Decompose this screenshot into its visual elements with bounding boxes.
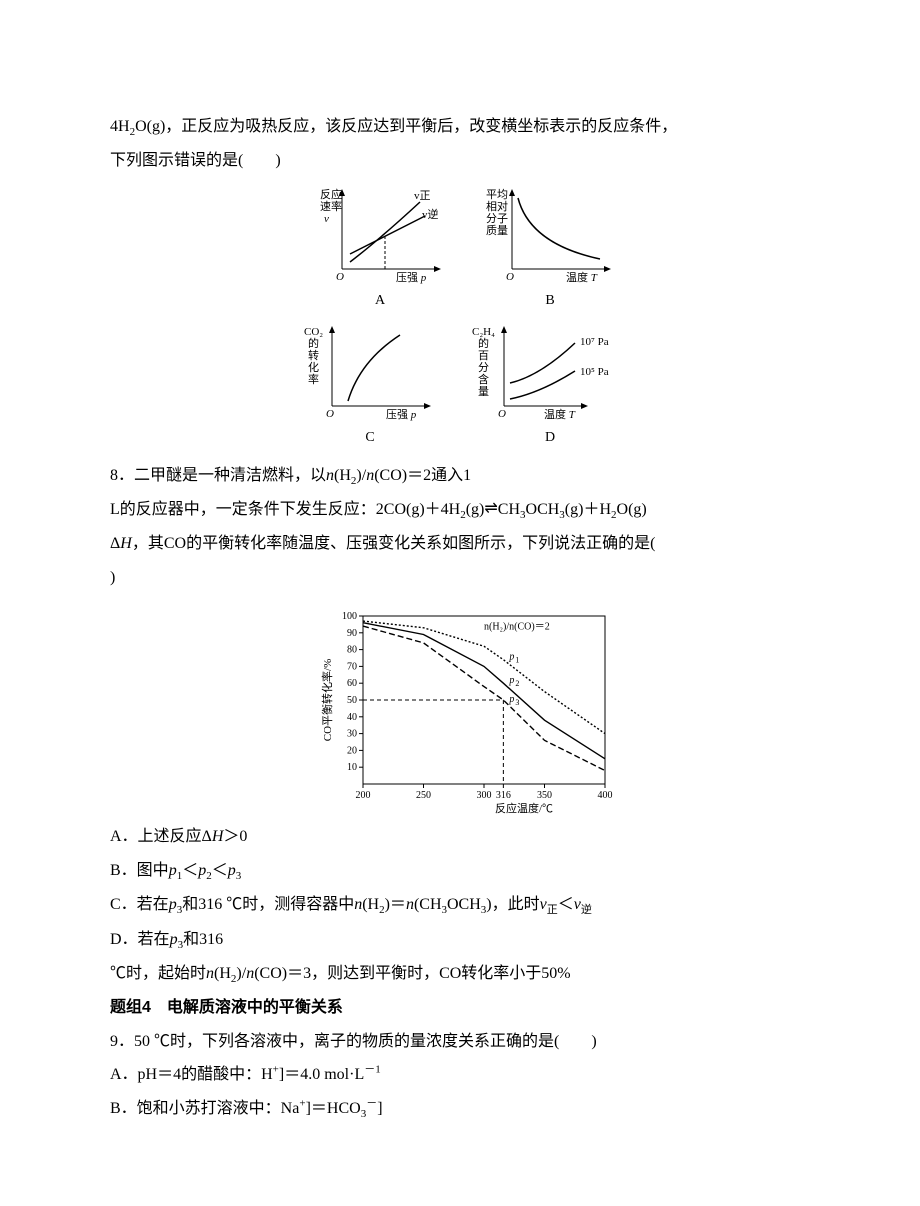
q7-line1: 4H2O(g)，正反应为吸热反应，该反应达到平衡后，改变横坐标表示的反应条件， bbox=[110, 110, 820, 144]
q7-chartD: C₂H₄ 的 百 分 含 量 O 10⁷ Pa 10⁵ Pa 温度 T bbox=[470, 321, 630, 421]
svg-text:400: 400 bbox=[598, 790, 613, 801]
chartA-yl1: 反应 bbox=[320, 187, 342, 201]
q8-optC: C．若在p3和316 ℃时，测得容器中n(H2)＝n(CH3OCH3)，此时v正… bbox=[110, 888, 820, 922]
q8-chart-wrap: 10 20 30 40 50 60 70 80 90 100 200 250 300 316 350 400 p… bbox=[110, 604, 820, 814]
chartB-yl2: 相对 bbox=[486, 199, 508, 213]
svg-text:p: p bbox=[508, 652, 514, 663]
chartC-yl3: 转 bbox=[308, 348, 319, 362]
svg-text:80: 80 bbox=[347, 645, 357, 656]
chartA-xlabel: 压强 p bbox=[396, 271, 427, 284]
chartD-yl1: C₂H₄ bbox=[472, 326, 495, 338]
svg-text:CO平衡转化率/%: CO平衡转化率/% bbox=[320, 659, 334, 742]
q9-optB: B．饱和小苏打溶液中：Na+]＝HCO3－] bbox=[110, 1092, 820, 1126]
chartB-xlabel: 温度 T bbox=[566, 270, 598, 284]
svg-text:50: 50 bbox=[347, 695, 357, 706]
svg-text:p: p bbox=[508, 694, 514, 705]
svg-text:p: p bbox=[508, 676, 514, 687]
chartD-yl3: 百 bbox=[478, 350, 489, 362]
chartA-O: O bbox=[336, 271, 344, 283]
chartA-c2: v逆 bbox=[422, 207, 439, 221]
chartD-yl5: 含 bbox=[478, 372, 489, 386]
chartC-yl4: 化 bbox=[308, 360, 319, 374]
chartB-O: O bbox=[506, 271, 514, 283]
chartC-letter: C bbox=[365, 423, 374, 452]
chartA-letter: A bbox=[375, 286, 385, 315]
q7-chartA: 反应 速率 v O v正 v逆 压强 p bbox=[310, 184, 450, 284]
q7-charts-row2: CO₂ 的 转 化 率 O 压强 p C C₂H₄ 的 百 分 含 量 bbox=[110, 321, 820, 452]
q7-chartD-wrap: C₂H₄ 的 百 分 含 量 O 10⁷ Pa 10⁵ Pa 温度 T D bbox=[470, 321, 630, 452]
chartD-yl2: 的 bbox=[478, 336, 489, 350]
q7-chartA-wrap: 反应 速率 v O v正 v逆 压强 p A bbox=[310, 184, 450, 315]
svg-text:40: 40 bbox=[347, 712, 357, 723]
chartA-yl3: v bbox=[324, 213, 329, 225]
chartB-yl1: 平均 bbox=[486, 188, 508, 201]
svg-text:n(H₂)/n(CO)＝2: n(H₂)/n(CO)＝2 bbox=[484, 622, 550, 633]
chartB-yl3: 分子 bbox=[486, 212, 508, 225]
q7-line2: 下列图示错误的是( ) bbox=[110, 144, 820, 178]
q9-line1: 9．50 ℃时，下列各溶液中，离子的物质的量浓度关系正确的是( ) bbox=[110, 1025, 820, 1059]
q7-chartB-wrap: 平均 相对 分子 质量 O 温度 T B bbox=[480, 184, 620, 315]
chartD-letter: D bbox=[545, 423, 555, 452]
svg-text:350: 350 bbox=[537, 790, 552, 801]
svg-text:316: 316 bbox=[496, 790, 511, 801]
q8-optB: B．图中p1＜p2＜p3 bbox=[110, 854, 820, 888]
q8-chart: 10 20 30 40 50 60 70 80 90 100 200 250 300 316 350 400 p… bbox=[315, 604, 615, 814]
svg-text:2: 2 bbox=[515, 680, 519, 689]
group4-title: 题组4 电解质溶液中的平衡关系 bbox=[110, 991, 820, 1025]
q8-optA: A．上述反应ΔH＞0 bbox=[110, 820, 820, 854]
svg-text:70: 70 bbox=[347, 662, 357, 673]
svg-text:1: 1 bbox=[515, 656, 519, 665]
chartC-O: O bbox=[326, 408, 334, 420]
svg-text:30: 30 bbox=[347, 729, 357, 740]
svg-text:200: 200 bbox=[356, 790, 371, 801]
chartA-c1: v正 bbox=[414, 190, 431, 202]
q7-chartB: 平均 相对 分子 质量 O 温度 T bbox=[480, 184, 620, 284]
q8-line4: ) bbox=[110, 561, 820, 595]
q9-optA: A．pH＝4的醋酸中：H+]＝4.0 mol·L－1 bbox=[110, 1058, 820, 1092]
svg-text:20: 20 bbox=[347, 746, 357, 757]
svg-text:100: 100 bbox=[342, 611, 357, 622]
q7-l1-pre: 4H bbox=[110, 118, 130, 135]
chartA-yl2: 速率 bbox=[320, 199, 342, 213]
svg-text:250: 250 bbox=[416, 790, 431, 801]
chartC-yl2: 的 bbox=[308, 336, 319, 350]
chartB-yl4: 质量 bbox=[486, 224, 508, 237]
chartC-yl1: CO₂ bbox=[304, 326, 323, 338]
chartD-c1: 10⁷ Pa bbox=[580, 336, 609, 348]
q8-line3: ΔH，其CO的平衡转化率随温度、压强变化关系如图所示，下列说法正确的是( bbox=[110, 527, 820, 561]
svg-text:90: 90 bbox=[347, 628, 357, 639]
svg-text:3: 3 bbox=[515, 698, 519, 707]
svg-text:反应温度/℃: 反应温度/℃ bbox=[495, 801, 553, 814]
svg-text:60: 60 bbox=[347, 679, 357, 690]
q7-chartC-wrap: CO₂ 的 转 化 率 O 压强 p C bbox=[300, 321, 440, 452]
svg-text:300: 300 bbox=[477, 790, 492, 801]
q8-optD-1: D．若在p3和316 bbox=[110, 923, 820, 957]
q8-line2: L的反应器中，一定条件下发生反应：2CO(g)＋4H2(g)⇌CH3OCH3(g… bbox=[110, 493, 820, 527]
chartD-xlabel: 温度 T bbox=[544, 407, 576, 421]
q7-chartC: CO₂ 的 转 化 率 O 压强 p bbox=[300, 321, 440, 421]
q7-l1-post: O(g)，正反应为吸热反应，该反应达到平衡后，改变横坐标表示的反应条件， bbox=[135, 118, 677, 135]
q8-line1: 8．二甲醚是一种清洁燃料，以n(H2)/n(CO)＝2通入1 bbox=[110, 459, 820, 493]
chartD-c2: 10⁵ Pa bbox=[580, 366, 609, 378]
chartD-yl4: 分 bbox=[478, 361, 489, 374]
chartC-yl5: 率 bbox=[308, 372, 319, 386]
chartD-O: O bbox=[498, 408, 506, 420]
svg-text:10: 10 bbox=[347, 763, 357, 774]
q8-optD-2: ℃时，起始时n(H2)/n(CO)＝3，则达到平衡时，CO转化率小于50% bbox=[110, 957, 820, 991]
chartD-yl6: 量 bbox=[478, 385, 489, 398]
chartC-xlabel: 压强 p bbox=[386, 408, 417, 421]
q7-charts-row1: 反应 速率 v O v正 v逆 压强 p A 平均 相对 分子 质量 bbox=[110, 184, 820, 315]
chartB-letter: B bbox=[545, 286, 554, 315]
